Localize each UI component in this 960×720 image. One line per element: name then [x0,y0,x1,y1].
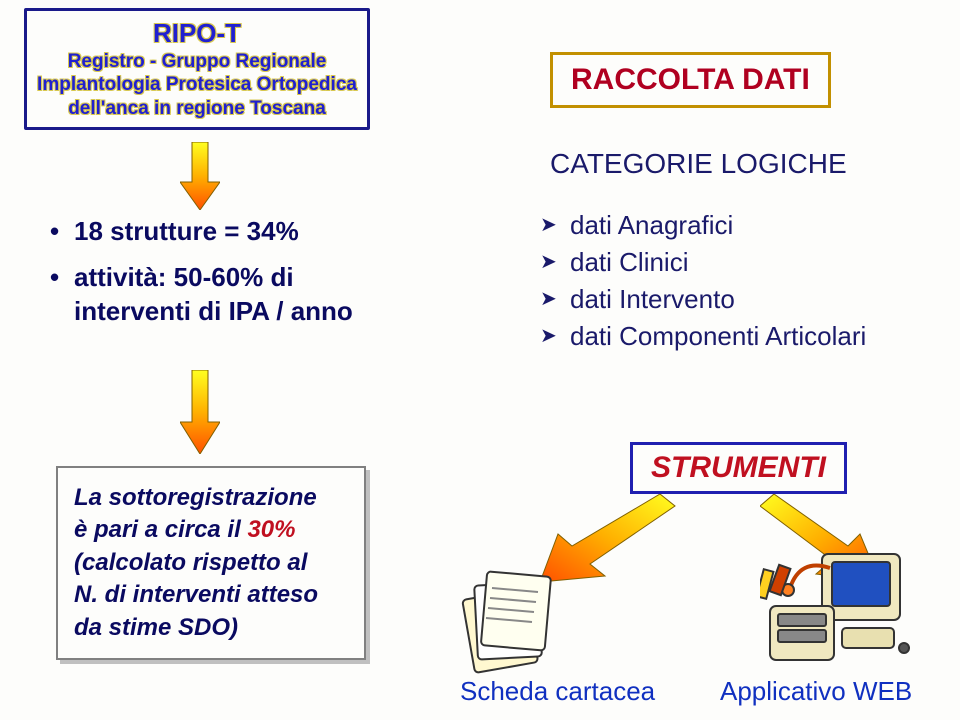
computer-icon [760,548,910,673]
ripo-header-box: RIPO-T Registro - Gruppo Regionale Impla… [24,8,370,130]
sotto-line2: è pari a circa il 30% [74,514,348,546]
sotto-line3: (calcolato rispetto al [74,547,348,579]
categorie-item: dati Clinici [540,247,866,278]
sotto-line4: N. di interventi atteso [74,579,348,611]
ripo-line3: dell'anca in regione Toscana [37,97,357,121]
ripo-title: RIPO-T [37,17,357,50]
ripo-line2: Implantologia Protesica Ortopedica [37,73,357,97]
applicativo-label: Applicativo WEB [720,676,912,707]
categorie-item: dati Componenti Articolari [540,321,866,352]
left-bullet-item: 18 strutture = 34% [50,215,370,249]
arrow-down-icon [180,370,220,454]
raccolta-text: RACCOLTA DATI [571,63,810,96]
ripo-line1: Registro - Gruppo Regionale [37,50,357,74]
sottoregistrazione-box: La sottoregistrazione è pari a circa il … [56,466,366,660]
raccolta-box: RACCOLTA DATI [550,52,831,108]
categorie-item: dati Anagrafici [540,210,866,241]
left-bullet-list: 18 strutture = 34% attività: 50-60% di i… [50,215,370,340]
categorie-list: dati Anagrafici dati Clinici dati Interv… [540,210,866,358]
strumenti-text: STRUMENTI [651,451,826,484]
strumenti-box: STRUMENTI [630,442,847,494]
sotto-line1: La sottoregistrazione [74,482,348,514]
sotto-line5: da stime SDO) [74,612,348,644]
categorie-item: dati Intervento [540,284,866,315]
categorie-title: CATEGORIE LOGICHE [550,148,847,180]
arrow-down-icon [180,142,220,210]
papers-icon [440,560,560,675]
left-bullet-item: attività: 50-60% di interventi di IPA / … [50,261,370,329]
scheda-label: Scheda cartacea [460,676,655,707]
